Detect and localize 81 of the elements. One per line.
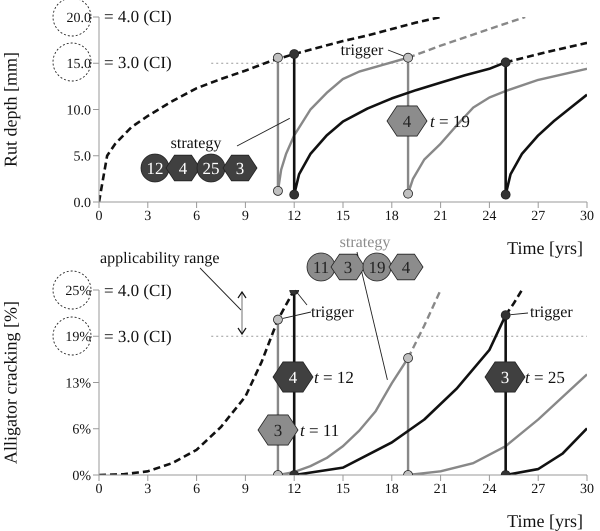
x-tick-label: 15	[336, 208, 350, 224]
hexagon-badge-icon: 3	[330, 254, 366, 280]
y-tick-label: 20.0	[66, 10, 91, 26]
x-tick-label: 0	[96, 482, 102, 497]
y-tick-label: 25%	[65, 284, 92, 299]
x-tick-label: 6	[193, 208, 200, 224]
point	[289, 49, 300, 59]
x-tick-label: 30	[580, 208, 594, 224]
annotation: 25	[202, 159, 220, 178]
hexagon-badge-icon: 4	[166, 154, 200, 182]
point	[500, 57, 511, 68]
x-tick-label: 3	[144, 208, 152, 224]
annotation: 4	[178, 159, 188, 178]
x-tick-label: 21	[434, 482, 448, 497]
annotation: = 4.0 (CI)	[104, 281, 172, 300]
annotation: trigger	[340, 42, 384, 59]
hexagon-badge-icon: 4	[386, 106, 428, 136]
y-tick-label: 5.0	[74, 150, 91, 165]
point	[500, 310, 511, 320]
circle-badge-icon: 19	[362, 252, 392, 282]
x-tick-label: 24	[482, 482, 496, 497]
hexagon-badge-icon: 3	[258, 414, 298, 446]
annotation: strategy	[340, 234, 390, 251]
x-tick-label: 18	[384, 208, 399, 224]
circle-badge-icon: 25	[196, 154, 226, 182]
point	[273, 186, 283, 196]
hexagon-badge-icon: 3	[484, 362, 526, 392]
y-axis-title: Alligator cracking [%]	[0, 301, 20, 464]
x-tick-label: 27	[531, 208, 546, 224]
annotation: trigger	[311, 304, 354, 321]
x-tick-label: 15	[336, 482, 350, 497]
x-tick-label: 27	[531, 482, 546, 497]
x-tick-label: 30	[580, 482, 594, 497]
annotation: 4	[288, 368, 298, 387]
text: applicability range	[100, 250, 220, 267]
x-tick-label: 0	[96, 208, 102, 224]
point	[403, 52, 413, 63]
x-tick-label: 6	[193, 482, 200, 497]
annotation: 4	[402, 112, 412, 131]
annotation: t = 19	[430, 112, 470, 131]
y-tick-label: 6%	[72, 422, 92, 438]
y-tick-label: 19%	[65, 330, 92, 346]
hexagon-badge-icon: 4	[272, 362, 314, 392]
annotation: strategy	[170, 135, 222, 152]
annotation: 3	[236, 159, 244, 178]
annotation: = 3.0 (CI)	[104, 53, 172, 72]
x-tick-label: 9	[242, 482, 249, 497]
point	[273, 52, 283, 63]
circle-badge-icon: 12	[140, 154, 170, 182]
x-axis-title: Time [yrs]	[507, 511, 583, 531]
x-tick-label: 24	[482, 208, 496, 224]
x-tick-label: 9	[242, 208, 249, 224]
point	[289, 190, 300, 200]
x-tick-label: 12	[287, 208, 302, 224]
y-tick-label: 0.0	[74, 196, 91, 211]
y-tick-label: 13%	[65, 376, 92, 392]
y-tick-label: 0%	[72, 468, 92, 484]
annotation: t = 11	[300, 421, 340, 440]
point	[500, 190, 511, 200]
y-axis-title: Rut depth [mm]	[0, 52, 20, 167]
y-tick-label: 10.0	[66, 103, 91, 118]
annotation: = 3.0 (CI)	[104, 327, 172, 346]
hexagon-badge-icon: 4	[388, 254, 424, 280]
annotation: trigger	[530, 304, 574, 321]
annotation: 3	[274, 421, 282, 440]
annotation: t = 25	[525, 368, 565, 387]
annotation: = 4.0 (CI)	[104, 7, 172, 26]
circle-badge-icon: 11	[306, 252, 336, 282]
point	[273, 314, 283, 325]
hexagon-badge-icon: 3	[222, 154, 258, 182]
point	[403, 188, 413, 199]
x-axis-title: Time [yrs]	[507, 238, 583, 258]
x-tick-label: 21	[434, 208, 448, 224]
annotation: 3	[500, 368, 510, 387]
annotation: t = 12	[314, 368, 354, 387]
x-tick-label: 12	[287, 482, 302, 497]
y-tick-label: 15.0	[66, 57, 91, 72]
point	[403, 353, 413, 363]
annotation: 12	[146, 159, 164, 178]
x-tick-label: 3	[144, 482, 152, 497]
x-tick-label: 18	[384, 482, 399, 497]
